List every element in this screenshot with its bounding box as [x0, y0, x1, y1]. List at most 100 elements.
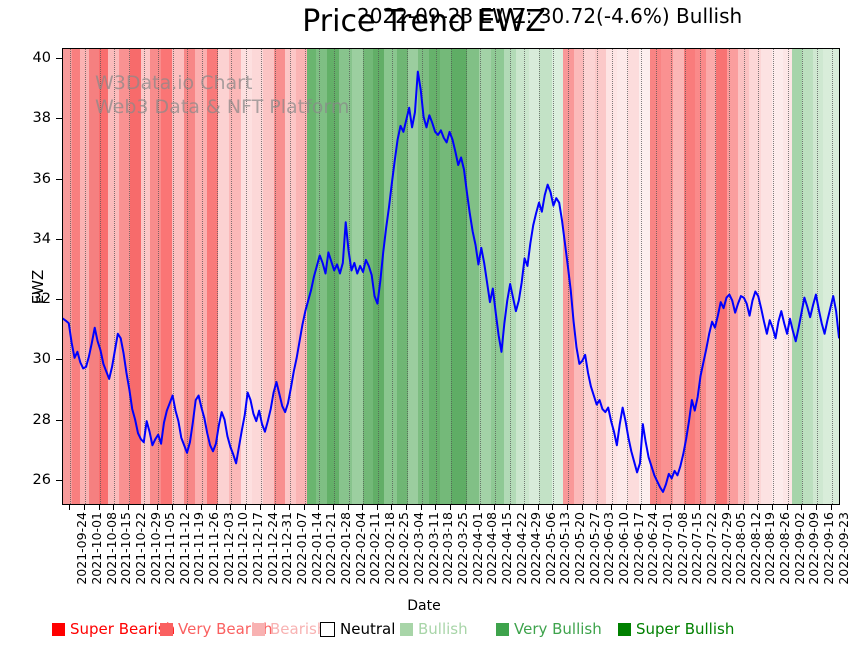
y-tick-mark: [56, 479, 62, 481]
x-tick-label: 2022-06-17: [630, 512, 646, 585]
price-line: [63, 70, 839, 493]
regime-band: [80, 49, 90, 504]
regime-band: [118, 49, 130, 504]
x-tick-mark: [113, 505, 115, 510]
x-tick-label: 2021-10-08: [103, 512, 119, 585]
x-tick-mark: [464, 505, 466, 510]
x-tick-mark: [318, 505, 320, 510]
x-tick-mark: [786, 505, 788, 510]
regime-band: [748, 49, 762, 504]
legend-item[interactable]: Neutral: [320, 618, 395, 640]
x-tick-label: 2022-09-09: [806, 512, 822, 585]
gridline: [70, 49, 72, 504]
legend-swatch: [320, 621, 335, 637]
x-tick-mark: [142, 505, 144, 510]
x-tick-mark: [186, 505, 188, 510]
gridline: [289, 49, 291, 504]
x-tick-mark: [127, 505, 129, 510]
regime-band: [351, 49, 363, 504]
gridline: [787, 49, 789, 504]
x-tick-label: 2022-01-07: [293, 512, 309, 585]
gridline: [758, 49, 760, 504]
x-tick-mark: [757, 505, 759, 510]
legend-item[interactable]: Very Bearish: [160, 618, 273, 640]
regime-band: [738, 49, 749, 504]
x-tick-mark: [830, 505, 832, 510]
gridline: [553, 49, 555, 504]
gridline: [480, 49, 482, 504]
x-tick-mark: [274, 505, 276, 510]
regime-band: [108, 49, 119, 504]
x-tick-mark: [742, 505, 744, 510]
gridline: [773, 49, 775, 504]
regime-band: [63, 49, 73, 504]
gridline: [685, 49, 687, 504]
regime-band: [466, 49, 479, 504]
regime-band: [274, 49, 285, 504]
x-tick-label: 2021-11-05: [162, 512, 178, 585]
regime-band: [373, 49, 385, 504]
y-tick-mark: [56, 178, 62, 180]
legend-item[interactable]: Very Bullish: [496, 618, 602, 640]
legend-label: Neutral: [340, 620, 396, 638]
legend-item[interactable]: Super Bullish: [618, 618, 734, 640]
regime-band: [606, 49, 618, 504]
legend-label: Bullish: [418, 620, 468, 638]
legend-label: Bearish: [270, 620, 327, 638]
x-axis-label: Date: [407, 598, 441, 614]
vertical-gridlines: [63, 49, 839, 504]
y-tick-mark: [56, 118, 62, 120]
gridline: [260, 49, 262, 504]
gridline: [436, 49, 438, 504]
x-tick-mark: [523, 505, 525, 510]
x-tick-mark: [288, 505, 290, 510]
gridline: [582, 49, 584, 504]
gridline: [348, 49, 350, 504]
regime-band: [326, 49, 340, 504]
gridline: [231, 49, 233, 504]
gridline: [597, 49, 599, 504]
legend-swatch: [618, 622, 631, 636]
regime-band: [89, 49, 99, 504]
gridline: [817, 49, 819, 504]
x-tick-label: 2022-09-16: [821, 512, 837, 585]
gridline: [216, 49, 218, 504]
x-tick-label: 2022-09-23: [835, 512, 848, 585]
x-tick-mark: [362, 505, 364, 510]
gridline: [84, 49, 86, 504]
x-tick-mark: [611, 505, 613, 510]
gridline: [729, 49, 731, 504]
y-axis: EWZ 26 28 30 32 34 36 38 40: [0, 48, 62, 505]
gridline: [246, 49, 248, 504]
gridline: [172, 49, 174, 504]
plot-area: W3Data.io Chart Web3 Data & NFT Platform: [62, 48, 840, 505]
regime-band: [683, 49, 695, 504]
legend-item[interactable]: Bearish: [252, 618, 326, 640]
x-axis: 2021-09-24 2021-10-01 2021-10-08 2021-10-15…: [62, 505, 848, 605]
gridline: [363, 49, 365, 504]
price-line-layer: [63, 49, 839, 504]
legend-item[interactable]: Bullish: [400, 618, 468, 640]
x-tick-label: 2022-08-19: [762, 512, 778, 585]
legend-item[interactable]: Super Bearish: [52, 618, 175, 640]
regime-band: [478, 49, 492, 504]
y-tick-label: 32: [32, 291, 51, 308]
x-tick-mark: [245, 505, 247, 510]
gridline: [538, 49, 540, 504]
regime-band: [306, 49, 316, 504]
regime-band: [584, 49, 596, 504]
legend-label: Very Bearish: [178, 620, 273, 638]
regime-band: [812, 49, 824, 504]
x-tick-label: 2022-08-05: [733, 512, 749, 585]
x-tick-mark: [259, 505, 261, 510]
regime-band: [801, 49, 813, 504]
gridline: [143, 49, 145, 504]
x-tick-mark: [684, 505, 686, 510]
x-tick-label: 2021-12-31: [279, 512, 295, 585]
regime-band: [184, 49, 195, 504]
gridline: [509, 49, 511, 504]
x-tick-label: 2022-06-10: [616, 512, 632, 585]
x-tick-mark: [347, 505, 349, 510]
x-tick-mark: [215, 505, 217, 510]
